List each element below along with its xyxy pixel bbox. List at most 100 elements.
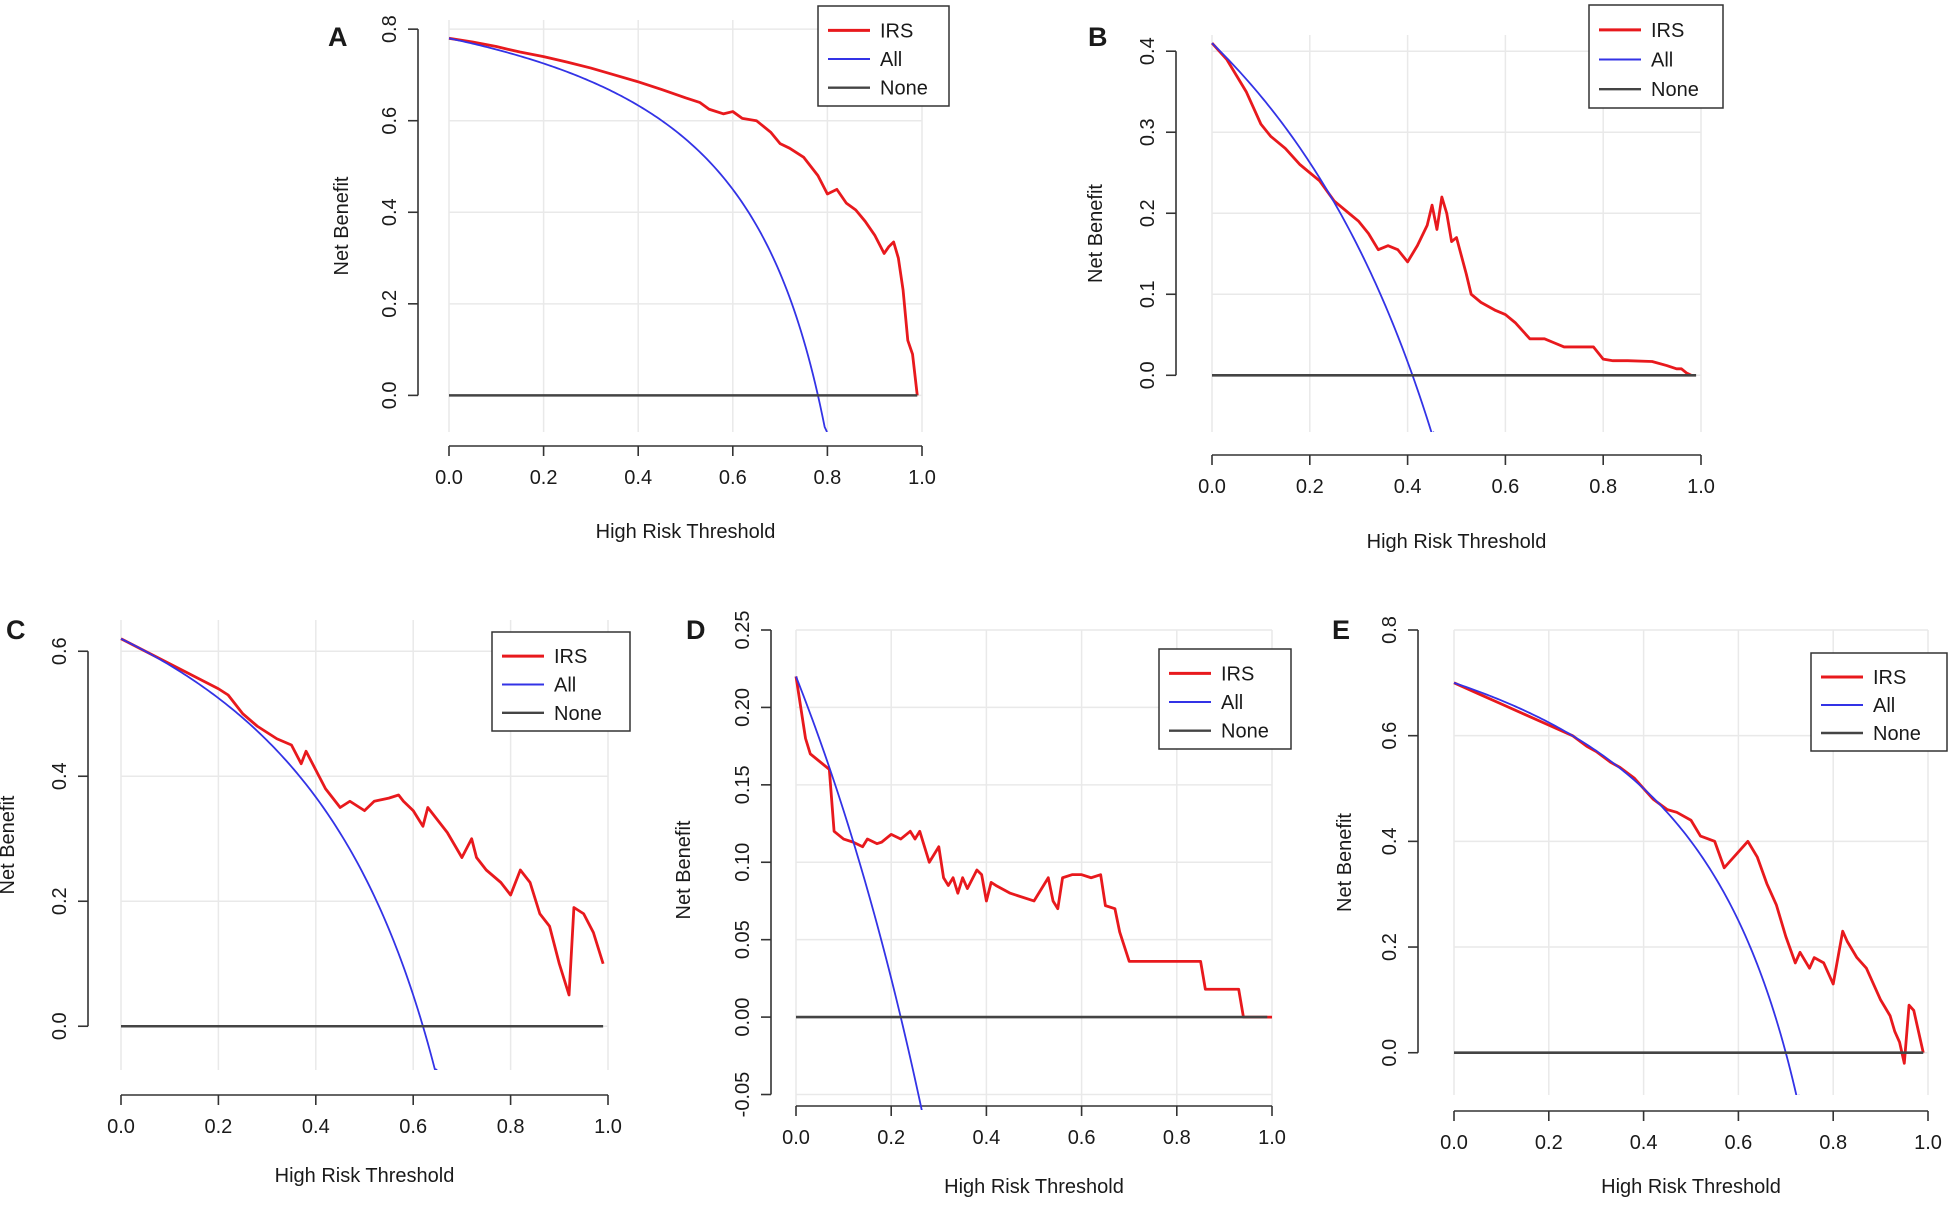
panel-e: E 0.0 0.2 0.4 0.6 0.8 1.0 0.0 0.2 0.4 0.6 0.8 High R… — [1332, 615, 1948, 1198]
x-tick-label: 0.8 — [1589, 476, 1617, 498]
legend-label-all: All — [554, 675, 576, 697]
y-axis-title: Net Benefit — [1085, 184, 1107, 283]
legend-box — [1810, 652, 1948, 752]
x-tick-label: 0.2 — [1296, 476, 1324, 498]
x-tick-label: 1.0 — [908, 467, 936, 489]
y-tick-label: 0.20 — [732, 688, 754, 727]
y-axis — [1166, 50, 1177, 377]
legend-label-all: All — [1221, 692, 1243, 714]
y-tick-label: 0.4 — [379, 198, 401, 226]
x-axis-title: High Risk Threshold — [596, 521, 776, 543]
x-tick-label: 0.6 — [399, 1116, 427, 1138]
y-tick-label: 0.0 — [379, 381, 401, 409]
y-tick-label: 0.4 — [1137, 37, 1159, 65]
legend: IRS All None — [817, 5, 950, 107]
y-tick-label: 0.10 — [732, 843, 754, 882]
panel-b: B 0.0 0.2 0.4 0.6 0.8 1.0 0.0 0.1 0.2 0.3 0.4 High R… — [1085, 4, 1724, 553]
x-tick-label: 0.4 — [972, 1127, 1000, 1149]
y-axis — [408, 28, 419, 397]
y-tick-label: 0.2 — [1379, 933, 1401, 961]
x-tick-label: 0.6 — [1724, 1132, 1752, 1154]
y-axis — [78, 650, 89, 1028]
y-axis — [1408, 629, 1419, 1054]
y-tick-label: 0.05 — [732, 920, 754, 959]
y-tick-label: 0.00 — [732, 998, 754, 1037]
legend-label-all: All — [1651, 50, 1673, 72]
x-tick-label: 0.2 — [530, 467, 558, 489]
series-all-line — [795, 676, 927, 1110]
panel-c: C 0.0 0.2 0.4 0.6 0.8 1.0 0.0 0.2 0.4 0.6 High Risk… — [0, 615, 631, 1187]
x-tick-label: 0.6 — [1068, 1127, 1096, 1149]
x-tick-label: 1.0 — [1914, 1132, 1942, 1154]
y-tick-label: 0.25 — [732, 611, 754, 650]
legend-label-irs: IRS — [880, 20, 913, 42]
legend-label-all: All — [880, 49, 902, 71]
panel-d: D 0.0 0.2 0.4 0.6 0.8 1.0 -0.05 0.00 0.05 0.10 0.15… — [673, 611, 1292, 1198]
legend-label-none: None — [880, 78, 928, 100]
x-tick-label: 0.4 — [1630, 1132, 1658, 1154]
panel-letter: B — [1088, 22, 1108, 52]
panel-a: A 0.0 0.2 0.4 0.6 0.8 1.0 0.0 0.2 0.4 0.6 0.8 High R… — [328, 5, 950, 543]
panel-letter: C — [6, 615, 26, 645]
series-irs-line — [1210, 42, 1692, 377]
x-tick-label: 0.0 — [1440, 1132, 1468, 1154]
x-tick-label: 0.0 — [1198, 476, 1226, 498]
panel-letter: D — [686, 615, 706, 645]
x-tick-label: 1.0 — [1258, 1127, 1286, 1149]
legend: IRS All None — [1158, 648, 1292, 750]
y-tick-label: 0.0 — [1137, 361, 1159, 389]
x-tick-label: 0.8 — [497, 1116, 525, 1138]
x-tick-label: 0.0 — [435, 467, 463, 489]
x-tick-label: 1.0 — [594, 1116, 622, 1138]
y-axis-title: Net Benefit — [0, 795, 19, 894]
y-tick-label: 0.2 — [1137, 199, 1159, 227]
x-axis-title: High Risk Threshold — [275, 1165, 455, 1187]
legend-label-irs: IRS — [1873, 667, 1906, 689]
x-tick-label: 0.6 — [1491, 476, 1519, 498]
y-tick-label: 0.8 — [379, 15, 401, 43]
x-tick-label: 0.0 — [107, 1116, 135, 1138]
y-tick-label: 0.2 — [49, 887, 71, 915]
y-tick-label: 0.6 — [49, 637, 71, 665]
x-tick-label: 0.2 — [877, 1127, 905, 1149]
y-tick-label: -0.05 — [732, 1072, 754, 1118]
x-tick-label: 1.0 — [1687, 476, 1715, 498]
legend: IRS All None — [491, 631, 631, 732]
panel-letter: A — [328, 22, 348, 52]
y-tick-label: 0.4 — [1379, 827, 1401, 855]
x-tick-label: 0.8 — [813, 467, 841, 489]
y-axis — [761, 629, 772, 1096]
legend-box — [491, 631, 631, 732]
x-axis-title: High Risk Threshold — [944, 1176, 1124, 1198]
legend-box — [1588, 4, 1724, 109]
x-axis — [795, 1105, 1273, 1116]
series-all-line — [1453, 681, 1800, 1095]
legend-label-none: None — [1221, 721, 1269, 743]
y-tick-label: 0.3 — [1137, 118, 1159, 146]
legend-label-none: None — [554, 703, 602, 725]
legend-label-irs: IRS — [1651, 20, 1684, 42]
y-tick-label: 0.0 — [49, 1012, 71, 1040]
legend-label-none: None — [1651, 79, 1699, 101]
plot-area — [448, 36, 919, 432]
x-axis — [448, 445, 923, 456]
plot-area — [1453, 681, 1925, 1095]
x-axis-title: High Risk Threshold — [1367, 531, 1547, 553]
series-all-line — [448, 37, 828, 432]
y-tick-label: 0.4 — [49, 762, 71, 790]
series-irs-line — [794, 676, 1272, 1019]
plot-area — [120, 637, 605, 1070]
series-all-line — [1211, 42, 1435, 432]
y-tick-label: 0.1 — [1137, 280, 1159, 308]
x-tick-label: 0.6 — [719, 467, 747, 489]
y-tick-label: 0.2 — [379, 290, 401, 318]
x-tick-label: 0.8 — [1163, 1127, 1191, 1149]
y-axis-title: Net Benefit — [673, 820, 695, 919]
y-axis-title: Net Benefit — [1334, 813, 1356, 912]
panel-letter: E — [1332, 615, 1350, 645]
y-axis-title: Net Benefit — [331, 176, 353, 275]
x-axis — [120, 1094, 609, 1105]
y-tick-label: 0.8 — [1379, 616, 1401, 644]
legend-label-irs: IRS — [554, 646, 587, 668]
